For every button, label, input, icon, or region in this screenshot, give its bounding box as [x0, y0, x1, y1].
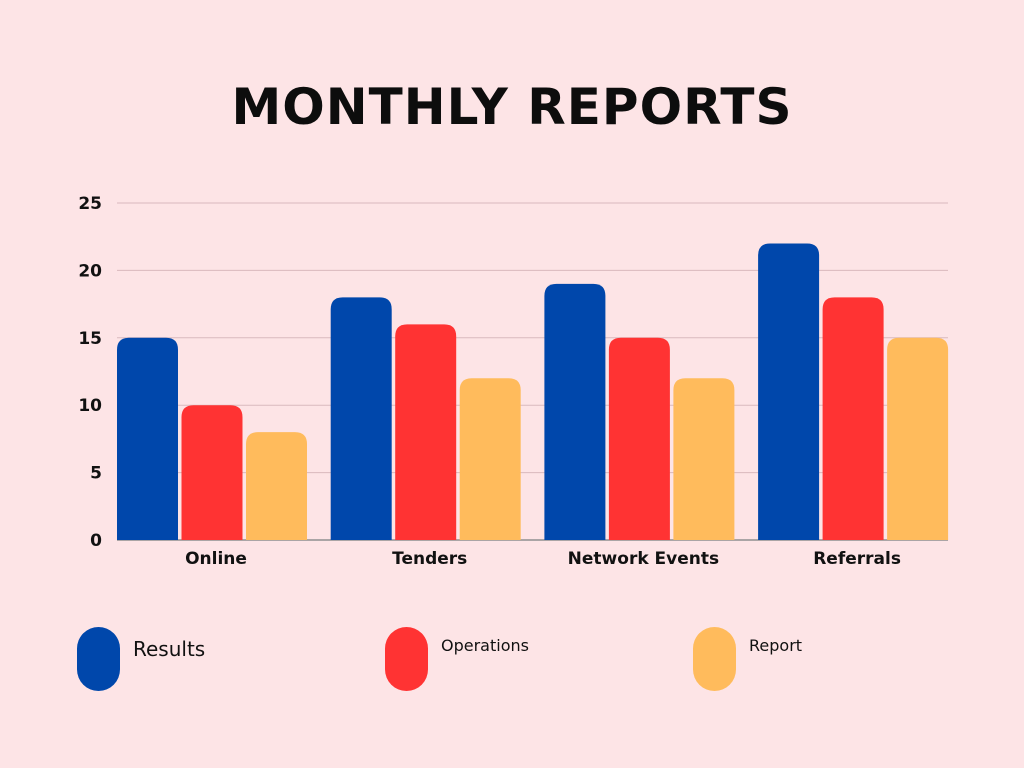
x-category-label: Referrals — [813, 549, 901, 569]
y-tick-label: 5 — [90, 464, 102, 484]
bar-operations-referrals — [822, 297, 884, 540]
legend-swatch-operations — [385, 627, 428, 691]
bar-results-network-events — [544, 283, 606, 540]
legend-swatch-results — [77, 627, 120, 691]
x-category-label: Network Events — [568, 549, 719, 569]
legend-swatch-report — [693, 627, 736, 691]
y-tick-label: 15 — [78, 329, 102, 349]
bar-operations-tenders — [395, 324, 457, 540]
x-category-label: Tenders — [392, 549, 467, 569]
x-category-label: Online — [185, 549, 247, 569]
bar-operations-online — [181, 405, 243, 540]
bar-report-online — [246, 432, 307, 540]
bar-results-tenders — [330, 297, 392, 540]
y-tick-label: 20 — [78, 261, 102, 281]
chart-title: MONTHLY REPORTS — [231, 78, 793, 136]
bar-report-tenders — [459, 378, 521, 540]
bar-report-referrals — [887, 337, 949, 540]
y-tick-label: 10 — [78, 396, 102, 416]
legend-label-report: Report — [749, 636, 803, 655]
y-tick-label: 25 — [78, 194, 102, 214]
legend-label-operations: Operations — [441, 636, 529, 655]
legend: Results Operations Report — [0, 627, 1024, 691]
bar-results-online — [117, 337, 178, 540]
bar-operations-network-events — [608, 337, 670, 540]
bar-report-network-events — [673, 378, 735, 540]
legend-label-results: Results — [133, 637, 206, 661]
y-tick-label: 0 — [90, 531, 102, 551]
bar-results-referrals — [758, 243, 820, 540]
